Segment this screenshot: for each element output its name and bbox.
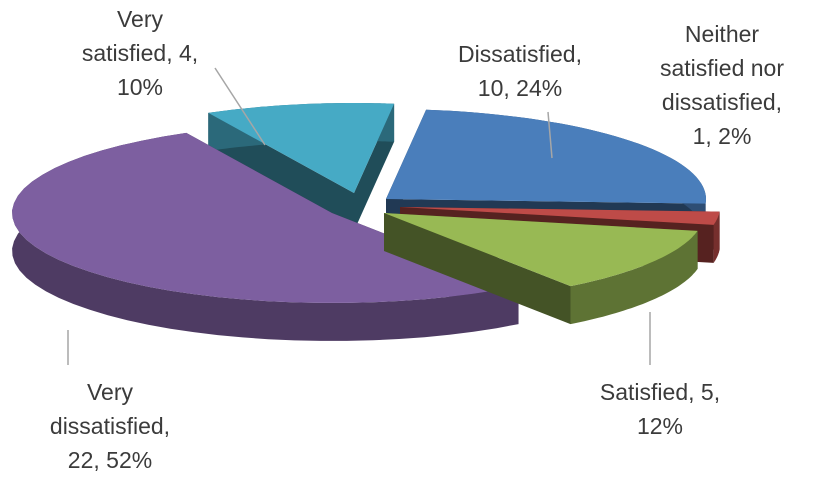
slice-top bbox=[12, 132, 519, 303]
leader-line bbox=[214, 67, 266, 146]
slice-side bbox=[713, 211, 720, 263]
slice-labels: Dissatisfied, 10, 24% Neither satisfied nor… bbox=[50, 6, 784, 473]
slice-top bbox=[384, 213, 698, 287]
slice-label-line: 10% bbox=[117, 74, 163, 100]
slice-label-line: 22, 52% bbox=[68, 447, 152, 473]
slice-top bbox=[400, 207, 720, 225]
slice-label-line: 12% bbox=[637, 413, 683, 439]
slice-label-line: 10, 24% bbox=[478, 75, 562, 101]
slice-label: Very dissatisfied, 22, 52% bbox=[50, 379, 170, 473]
slice-label: Very satisfied, 4, 10% bbox=[82, 6, 198, 100]
pie-slice-very-satisfied bbox=[208, 103, 395, 231]
slice-label: Neither satisfied nor dissatisfied, 1, 2% bbox=[660, 21, 784, 149]
slice-label-line: Very bbox=[87, 379, 134, 405]
slice-label-line: dissatisfied, bbox=[662, 89, 782, 115]
leader-lines bbox=[67, 67, 651, 365]
slice-side bbox=[12, 132, 519, 341]
slice-side bbox=[570, 230, 698, 325]
slice-top bbox=[386, 109, 706, 204]
slice-label-line: Very bbox=[117, 6, 164, 32]
slice-label-line: satisfied, 4, bbox=[82, 40, 198, 66]
slice-label-line: Dissatisfied, bbox=[458, 41, 582, 67]
slice-label-line: satisfied nor bbox=[660, 55, 784, 81]
pie-slices bbox=[12, 103, 720, 341]
slice-label: Dissatisfied, 10, 24% bbox=[458, 41, 582, 101]
slice-wall bbox=[384, 213, 571, 325]
leader-line bbox=[547, 111, 553, 159]
slice-label-line: 1, 2% bbox=[693, 123, 752, 149]
slice-label-line: Neither bbox=[685, 21, 759, 47]
slice-top bbox=[208, 103, 395, 193]
pie-slice-satisfied bbox=[384, 213, 698, 325]
pie-slice-very-dissatisfied bbox=[12, 132, 519, 341]
slice-label-line: dissatisfied, bbox=[50, 413, 170, 439]
slice-label: Satisfied, 5, 12% bbox=[600, 379, 720, 439]
slice-label-line: Satisfied, 5, bbox=[600, 379, 720, 405]
